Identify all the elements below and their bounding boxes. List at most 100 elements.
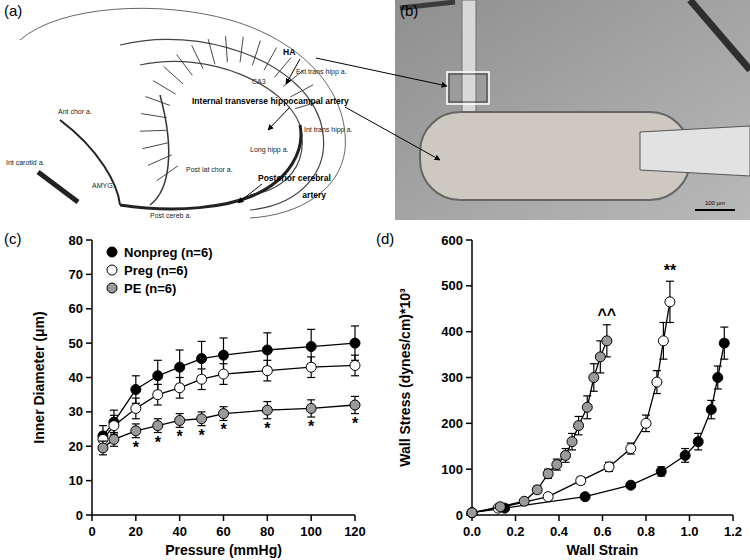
- error-bar-cap: [110, 446, 118, 447]
- error-bar-cap: [562, 462, 570, 463]
- error-bar-cap: [220, 363, 228, 364]
- error-bar-cap: [307, 377, 315, 378]
- error-bar: [657, 467, 665, 476]
- error-bar-cap: [132, 398, 140, 399]
- error-bar-cap: [351, 355, 359, 356]
- data-point: [197, 374, 207, 384]
- error-bar: [176, 378, 184, 399]
- data-point: [131, 385, 141, 395]
- transverse-branch: [146, 97, 170, 106]
- callout-label: Posterior cerebral artery: [258, 173, 331, 200]
- brain-outline: [20, 8, 345, 218]
- y-tick-label: 200: [441, 416, 463, 431]
- significance-mark: *: [264, 420, 271, 437]
- error-bar: [583, 396, 591, 419]
- legend: Nonpreg (n=6)Preg (n=6)PE (n=6): [107, 245, 212, 296]
- error-bar-cap: [154, 418, 162, 419]
- error-bar-cap: [575, 434, 583, 435]
- x-tick-label: 0.4: [550, 524, 569, 539]
- transverse-branch: [164, 66, 183, 83]
- error-bar-cap: [562, 448, 570, 449]
- error-bar-cap: [110, 410, 118, 411]
- x-tick: [732, 515, 734, 521]
- y-tick-label: 10: [69, 473, 83, 488]
- legend-label: Nonpreg (n=6): [124, 245, 212, 260]
- significance-mark: *: [198, 427, 205, 444]
- error-bar-cap: [154, 360, 162, 361]
- error-bar: [659, 323, 667, 360]
- error-bar: [642, 415, 650, 432]
- y-tick-label: 80: [69, 233, 83, 248]
- data-point: [580, 492, 590, 502]
- y-tick: [86, 274, 92, 276]
- data-point: [567, 437, 577, 447]
- y-tick: [466, 377, 472, 379]
- x-tick-label: 0: [88, 524, 95, 539]
- error-bar-cap: [198, 368, 206, 369]
- y-tick: [466, 423, 472, 425]
- x-tick: [91, 515, 93, 521]
- error-bar-cap: [132, 418, 140, 419]
- y-axis-label: Wall Stress (dynes/cm)*10³: [397, 288, 413, 467]
- y-tick: [466, 239, 472, 241]
- error-bar-cap: [220, 406, 228, 407]
- y-tick-label: 300: [441, 370, 463, 385]
- data-point: [219, 409, 229, 419]
- error-bar-cap: [176, 377, 184, 378]
- x-tick-label: 0.6: [593, 524, 611, 539]
- error-bar-cap: [263, 332, 271, 333]
- error-bar-cap: [263, 401, 271, 402]
- transverse-branch: [252, 41, 260, 66]
- significance-mark: *: [220, 421, 227, 438]
- error-bar: [575, 416, 583, 434]
- data-point: [543, 492, 553, 502]
- error-bar-cap: [603, 324, 611, 325]
- y-tick-label: 60: [69, 301, 83, 316]
- x-tick-label: 60: [216, 524, 230, 539]
- error-bar: [603, 325, 611, 357]
- significance-mark: *: [308, 418, 315, 435]
- drawing-label: Int carotid a.: [6, 159, 45, 166]
- cannula: [640, 126, 750, 176]
- error-bar-cap: [720, 326, 728, 327]
- error-bar-cap: [220, 337, 228, 338]
- drawing-label: CA3: [252, 78, 266, 85]
- micrograph: 100 μm: [395, 0, 750, 220]
- error-bar: [351, 326, 359, 360]
- transverse-branch: [141, 114, 167, 118]
- x-tick-label: 20: [129, 524, 143, 539]
- error-bar: [568, 433, 576, 450]
- data-point: [626, 480, 636, 490]
- error-bar: [351, 355, 359, 376]
- error-bar: [596, 341, 604, 373]
- transverse-branch: [142, 143, 167, 149]
- y-tick-label: 30: [69, 404, 83, 419]
- callout-label: HA: [283, 47, 295, 57]
- error-bar-cap: [714, 388, 722, 389]
- error-bar-cap: [694, 433, 702, 434]
- drawing-label: Int trans hipp a.: [304, 126, 352, 134]
- significance-mark: *: [177, 428, 184, 445]
- x-tick: [179, 515, 181, 521]
- error-bar: [605, 462, 613, 471]
- error-bar-cap: [99, 425, 107, 426]
- transverse-branch: [140, 130, 166, 132]
- error-bar-cap: [307, 329, 315, 330]
- panel-label: (c): [4, 230, 22, 247]
- data-point: [306, 403, 316, 413]
- error-bar: [351, 396, 359, 413]
- data-point: [713, 373, 723, 383]
- error-bar: [590, 364, 598, 392]
- x-tick: [515, 515, 517, 521]
- x-tick-label: 80: [260, 524, 274, 539]
- callout-line: [345, 107, 440, 160]
- longitudinal-artery: [150, 95, 169, 205]
- error-bar-cap: [176, 398, 184, 399]
- error-bar: [694, 433, 702, 450]
- data-point: [197, 414, 207, 424]
- x-tick-label: 120: [344, 524, 366, 539]
- error-bar: [307, 357, 315, 378]
- data-point: [706, 405, 716, 415]
- y-tick: [86, 342, 92, 344]
- error-bar-cap: [659, 359, 667, 360]
